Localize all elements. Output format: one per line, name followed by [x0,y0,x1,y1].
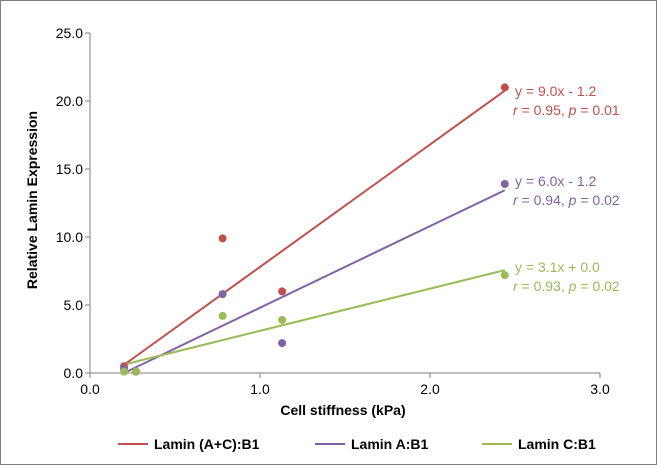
stat-value: = 0.02 [576,192,619,208]
data-point-series-3 [278,315,287,324]
stat-symbol: r [513,102,519,118]
stat-symbol: p [568,192,577,208]
stats-label-series-2: r = 0.94, p = 0.02 [513,192,620,208]
y-tick-label: 15.0 [56,161,83,177]
annotation-group: y = 9.0x - 1.2 r = 0.95, p = 0.01 y = 6.0x… [513,83,620,294]
data-point-series-1 [500,83,509,92]
x-tick-label: 0.0 [80,381,100,397]
data-point-series-1 [218,234,227,243]
y-axis-title: Relative Lamin Expression [24,111,40,289]
y-tick-label: 10.0 [56,229,83,245]
stat-value: = 0.93, [518,278,569,294]
stat-symbol: r [513,278,519,294]
tick-group: 0.0 5.0 10.0 15.0 20.0 25.0 0.0 1.0 2.0 3.0 [56,25,610,397]
data-point-series-1 [278,287,287,296]
stats-label-series-1: r = 0.95, p = 0.01 [513,102,620,118]
axes [89,33,600,374]
stat-value: = 0.95, [518,102,569,118]
stat-symbol: p [568,278,577,294]
data-point-series-3 [131,367,140,376]
data-point-series-3 [120,367,128,376]
data-point-series-2 [218,290,227,299]
y-tick-label: 20.0 [56,93,83,109]
data-point-series-3 [218,311,227,320]
legend-label-series-3: Lamin C:B1 [518,436,596,452]
data-point-series-2 [278,339,287,348]
data-point-series-2 [500,179,509,188]
x-tick-label: 3.0 [590,381,610,397]
x-tick-label: 1.0 [250,381,270,397]
point-group [120,83,509,376]
stat-value: = 0.01 [576,102,619,118]
data-point-series-3 [500,271,509,280]
y-tick-label: 0.0 [64,365,84,381]
trendline-series-2 [123,189,506,374]
equation-label-series-2: y = 6.0x - 1.2 [515,173,597,189]
trendline-series-1 [123,89,506,366]
y-tick-label: 25.0 [56,25,83,41]
equation-label-series-1: y = 9.0x - 1.2 [515,83,597,99]
trendline-series-3 [123,269,506,366]
x-axis-title: Cell stiffness (kPa) [280,402,405,418]
trendline-group [123,89,506,374]
legend-label-series-1: Lamin (A+C):B1 [154,436,260,452]
stat-symbol: r [513,192,519,208]
stats-label-series-3: r = 0.93, p = 0.02 [513,278,620,294]
y-tick-label: 5.0 [64,297,84,313]
stat-value: = 0.02 [576,278,619,294]
x-tick-label: 2.0 [420,381,440,397]
legend: Lamin (A+C):B1 Lamin A:B1 Lamin C:B1 [118,436,596,452]
legend-label-series-2: Lamin A:B1 [351,436,428,452]
stat-value: = 0.94, [518,192,569,208]
equation-label-series-3: y = 3.1x + 0.0 [515,259,600,275]
stat-symbol: p [568,102,577,118]
